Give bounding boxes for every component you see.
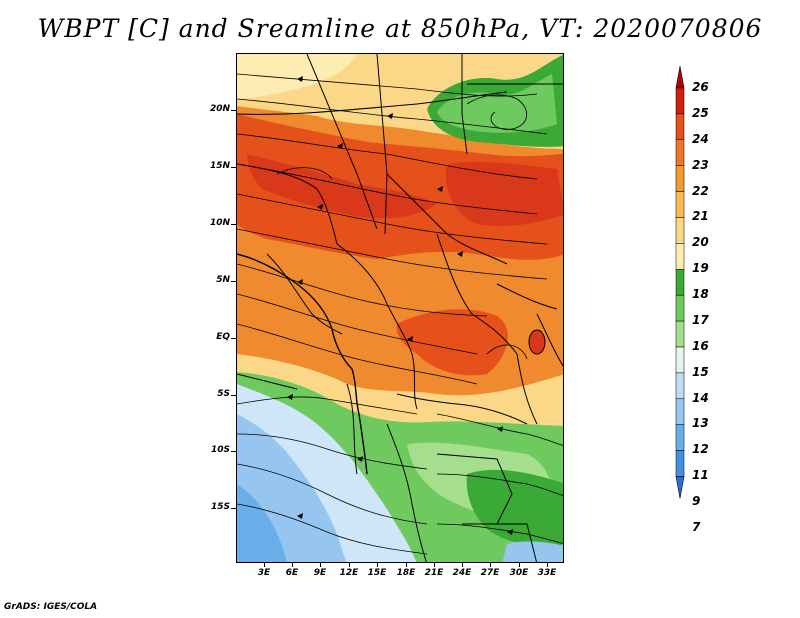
- streamline-arrows: [287, 76, 513, 535]
- field-hot-core-west: [247, 154, 437, 219]
- colorbar-label: 13: [692, 416, 709, 430]
- colorbar-label: 23: [692, 158, 709, 172]
- colorbar-label: 25: [692, 106, 709, 120]
- lon-label: 33E: [537, 568, 557, 578]
- lat-tick: [231, 224, 236, 225]
- country-borders: [237, 54, 563, 562]
- colorbar-label: 22: [692, 184, 709, 198]
- colorbar-label: 20: [692, 235, 709, 249]
- colorbar-segment: [675, 87, 685, 115]
- colorbar-segments: [675, 65, 685, 499]
- lat-label: 5N: [216, 275, 230, 285]
- lat-label: 10S: [210, 445, 230, 455]
- field-ne-green-light: [437, 74, 557, 133]
- lat-label: 10N: [209, 218, 230, 228]
- colorbar-top-arrow: [675, 65, 685, 89]
- lon-tick: [320, 563, 321, 567]
- lon-tick: [462, 563, 463, 567]
- map-plot-area: [236, 53, 564, 563]
- lon-label: 21E: [424, 568, 444, 578]
- colorbar-segment: [675, 346, 685, 374]
- coastline: [237, 253, 368, 475]
- colorbar-segment: [675, 217, 685, 244]
- colorbar-segment: [675, 320, 685, 348]
- field-nw-light: [237, 54, 357, 99]
- lon-label: 6E: [285, 568, 299, 578]
- field-se-blue: [502, 541, 563, 562]
- colorbar-label: 26: [692, 80, 709, 94]
- colorbar-segment: [675, 243, 685, 270]
- lat-tick: [231, 451, 236, 452]
- colorbar-label: 18: [692, 287, 709, 301]
- colorbar-segment: [675, 113, 685, 141]
- lon-tick: [434, 563, 435, 567]
- lake: [528, 329, 546, 355]
- colorbar-segment: [675, 450, 685, 477]
- colorbar-segment: [675, 398, 685, 425]
- colorbar-label: 17: [692, 313, 709, 327]
- lon-tick: [519, 563, 520, 567]
- colorbar-segment: [675, 165, 685, 192]
- lat-tick: [231, 167, 236, 168]
- field-hot-eq: [396, 309, 508, 376]
- lon-tick: [264, 563, 265, 567]
- colorbar-label: 12: [692, 442, 709, 456]
- colorbar-label: 14: [692, 391, 709, 405]
- colorbar-label: 11: [692, 468, 709, 482]
- lat-tick: [231, 395, 236, 396]
- lat-tick: [231, 338, 236, 339]
- colorbar-segment: [675, 191, 685, 218]
- lon-tick: [349, 563, 350, 567]
- lon-label: 27E: [480, 568, 500, 578]
- lat-label: 15N: [209, 161, 230, 171]
- lat-tick: [231, 508, 236, 509]
- lon-label: 12E: [339, 568, 359, 578]
- streamlines: [237, 73, 563, 555]
- colorbar-segment: [675, 294, 685, 322]
- lon-tick: [547, 563, 548, 567]
- chart-title: WBPT [C] and Sreamline at 850hPa, VT: 20…: [37, 14, 763, 43]
- lon-label: 18E: [396, 568, 416, 578]
- field-se-green: [466, 469, 563, 546]
- lon-tick: [292, 563, 293, 567]
- colorbar-label: 7: [692, 520, 701, 534]
- colorbar-segment: [675, 139, 685, 166]
- colorbar: [675, 65, 685, 499]
- footer-credit: GrADS: IGES/COLA: [4, 602, 98, 612]
- colorbar-label: 16: [692, 339, 709, 353]
- wbpt-field: [237, 54, 563, 562]
- colorbar-label: 19: [692, 261, 709, 275]
- lon-label: 30E: [509, 568, 529, 578]
- colorbar-bottom-arrow: [675, 476, 685, 499]
- lat-tick: [231, 110, 236, 111]
- lat-tick: [231, 281, 236, 282]
- lat-label: 5S: [217, 389, 230, 399]
- field-hot-core-east: [445, 161, 563, 226]
- lon-label: 24E: [452, 568, 472, 578]
- lon-tick: [377, 563, 378, 567]
- colorbar-label: 9: [692, 494, 701, 508]
- lon-label: 15E: [367, 568, 387, 578]
- lat-label: EQ: [216, 332, 230, 342]
- lon-label: 9E: [313, 568, 327, 578]
- colorbar-label: 21: [692, 209, 709, 223]
- colorbar-label: 15: [692, 365, 709, 379]
- lon-tick: [406, 563, 407, 567]
- lon-label: 3E: [257, 568, 271, 578]
- colorbar-segment: [675, 424, 685, 451]
- field-cold-deep: [237, 484, 287, 562]
- colorbar-segment: [675, 269, 685, 296]
- lat-label: 20N: [209, 104, 230, 114]
- colorbar-segment: [675, 372, 685, 400]
- lat-label: 15S: [210, 502, 230, 512]
- colorbar-label: 24: [692, 132, 709, 146]
- lon-tick: [490, 563, 491, 567]
